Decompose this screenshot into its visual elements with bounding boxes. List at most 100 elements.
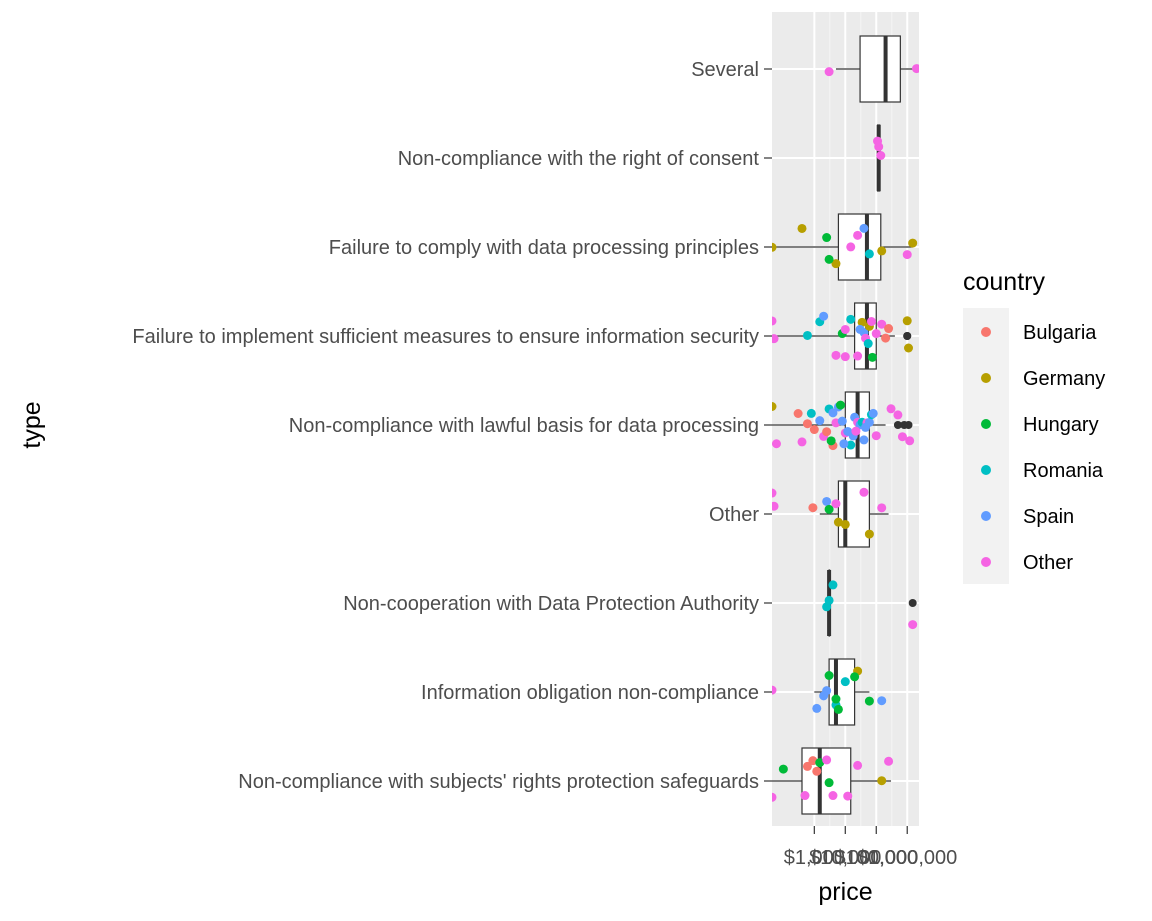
data-point	[822, 686, 832, 696]
y-tick-label: Failure to implement sufficient measures…	[132, 326, 759, 348]
data-point	[863, 339, 873, 349]
data-point	[877, 696, 887, 706]
y-axis-title: type	[18, 401, 46, 448]
data-point	[871, 431, 881, 441]
data-point	[793, 409, 803, 419]
data-point	[912, 64, 919, 74]
data-point	[828, 791, 838, 801]
data-point	[874, 142, 884, 152]
x-axis: $1,000$10,000$100,000$1,000,000	[784, 826, 957, 869]
data-point	[864, 696, 874, 706]
data-point	[904, 343, 914, 353]
data-point	[871, 329, 881, 339]
data-point	[876, 151, 886, 161]
data-point	[833, 704, 843, 714]
data-point	[837, 416, 847, 426]
data-point	[772, 792, 777, 802]
legend-key-bulgaria	[981, 327, 991, 337]
data-point	[855, 324, 865, 334]
legend-key-background	[963, 308, 1009, 584]
x-tick-label: $10,000	[809, 847, 881, 869]
data-point	[853, 230, 863, 240]
y-tick-label: Other	[709, 504, 759, 526]
legend-key-germany	[981, 373, 991, 383]
data-point	[808, 756, 818, 766]
data-point	[881, 333, 891, 343]
y-tick-label: Non-compliance with subjects' rights pro…	[238, 771, 759, 793]
data-point	[877, 503, 887, 513]
outlier-point	[908, 599, 917, 607]
data-point	[831, 499, 841, 509]
data-point	[877, 246, 887, 256]
data-point	[815, 416, 825, 426]
data-point	[843, 791, 853, 801]
data-point	[802, 330, 812, 340]
y-tick-label: Non-cooperation with Data Protection Aut…	[343, 593, 759, 615]
legend-key-romania	[981, 465, 991, 475]
data-point	[812, 766, 822, 776]
data-point	[908, 620, 918, 630]
data-point	[846, 314, 856, 324]
outlier-point	[893, 421, 902, 429]
data-point	[828, 580, 838, 590]
data-point	[824, 254, 834, 264]
data-point	[797, 223, 807, 233]
data-point	[822, 496, 832, 506]
data-point	[835, 400, 845, 410]
data-point	[833, 517, 843, 527]
data-point	[851, 426, 861, 436]
legend-label-romania: Romania	[1023, 460, 1104, 482]
data-point	[850, 672, 860, 682]
data-point	[831, 259, 841, 269]
legend-label-germany: Germany	[1023, 368, 1105, 390]
data-point	[857, 317, 867, 327]
data-point	[809, 425, 819, 435]
data-point	[866, 316, 876, 326]
legend-key-spain	[981, 511, 991, 521]
data-point	[853, 351, 863, 361]
boxplot	[835, 35, 917, 103]
data-point	[897, 432, 907, 442]
data-point	[778, 764, 788, 774]
data-point	[905, 436, 915, 446]
legend-label-other: Other	[1023, 552, 1073, 574]
data-point	[846, 440, 856, 450]
data-point	[812, 703, 822, 713]
data-point	[806, 408, 816, 418]
data-point	[822, 755, 832, 765]
data-point	[772, 402, 777, 412]
box-iqr	[837, 213, 882, 281]
y-tick-label: Failure to comply with data processing p…	[329, 237, 759, 259]
data-point	[861, 422, 871, 432]
data-point	[772, 242, 777, 252]
data-point	[884, 324, 894, 334]
x-axis-title: price	[818, 878, 872, 906]
data-point	[772, 334, 779, 344]
boxplot	[772, 213, 913, 281]
data-point	[797, 437, 807, 447]
data-point	[886, 404, 896, 414]
data-point	[800, 791, 810, 801]
boxplot	[819, 480, 889, 548]
legend-label-spain: Spain	[1023, 506, 1074, 528]
data-point	[840, 352, 850, 362]
data-point	[864, 529, 874, 539]
legend-label-bulgaria: Bulgaria	[1023, 322, 1097, 344]
data-point	[822, 427, 832, 437]
data-point	[819, 311, 829, 321]
legend-key-hungary	[981, 419, 991, 429]
legend-title: country	[963, 268, 1045, 296]
data-point	[822, 233, 832, 243]
data-point	[859, 223, 869, 233]
data-point	[824, 671, 834, 681]
data-point	[824, 67, 834, 77]
data-point	[824, 504, 834, 514]
data-point	[824, 778, 834, 788]
x-tick-label: $1,000	[784, 847, 845, 869]
data-point	[859, 487, 869, 497]
box-iqr	[859, 35, 901, 103]
data-point	[826, 436, 836, 446]
data-point	[859, 435, 869, 445]
data-point	[884, 756, 894, 766]
